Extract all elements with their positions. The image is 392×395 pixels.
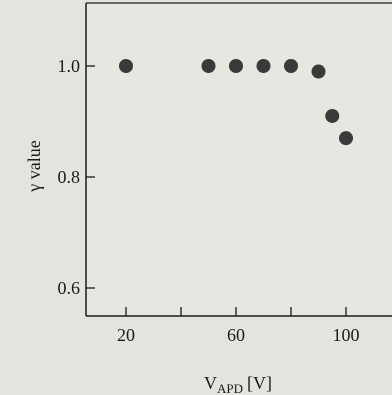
x-tick-label-60: 60 <box>227 325 245 345</box>
x-tick-label-20: 20 <box>117 325 135 345</box>
x-axis-label-main: V <box>204 373 217 393</box>
y-axis-label: γ value <box>24 140 44 192</box>
x-axis-label-sub: APD <box>217 381 243 395</box>
data-point-2 <box>201 59 216 73</box>
x-tick-label-100: 100 <box>333 325 360 345</box>
data-point-7 <box>325 108 340 123</box>
marks-group <box>119 59 353 146</box>
data-point-5 <box>284 59 298 73</box>
y-tick-label-1: 1.0 <box>58 56 81 76</box>
data-point-4 <box>256 59 271 73</box>
data-point-8 <box>339 131 353 146</box>
plot-area <box>86 3 392 316</box>
data-point-6 <box>311 64 326 79</box>
data-point-1 <box>119 59 133 73</box>
y-tick-label-0.8: 0.8 <box>58 167 81 187</box>
data-point-3 <box>229 59 243 73</box>
x-axis-label: VAPD [V] <box>204 373 272 395</box>
x-axis-label-unit: [V] <box>247 373 272 393</box>
ticks-group: 20 60 100 0.6 0.8 1.0 <box>58 56 360 345</box>
y-tick-label-0.6: 0.6 <box>58 278 81 298</box>
